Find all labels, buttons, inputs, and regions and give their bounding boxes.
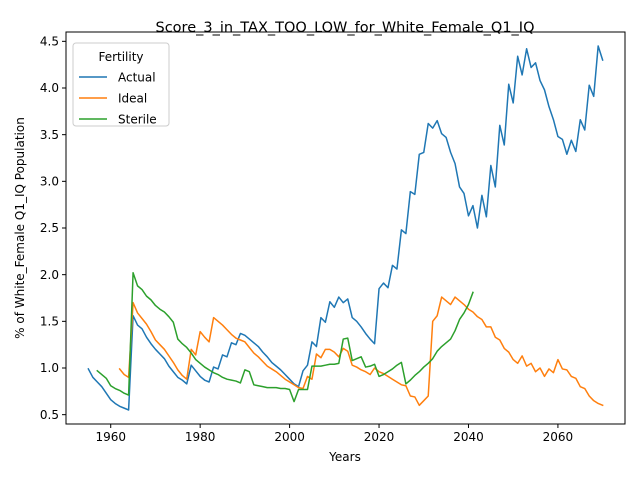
legend-label-ideal: Ideal [118,91,147,105]
y-axis-label: % of White_Female Q1_IQ Population [13,117,27,339]
x-tick-label: 2060 [543,430,574,444]
chart-title: Score_3_in_TAX_TOO_LOW_for_White_Female_… [156,20,535,36]
y-tick-label: 2.5 [40,221,59,235]
x-tick-label: 2040 [453,430,484,444]
series-line-sterile [96,272,474,403]
y-axis: 0.5 1.0 1.5 2.0 2.5 3.0 3.5 4.0 4.5 [40,35,66,422]
y-tick-label: 1.0 [40,361,59,375]
y-tick-label: 0.5 [40,408,59,422]
x-axis: 1960 1980 2000 2020 2040 2060 [95,424,573,444]
y-tick-label: 3.5 [40,128,59,142]
y-tick-label: 1.5 [40,315,59,329]
x-axis-label: Years [328,450,361,464]
legend-label-actual: Actual [118,70,156,84]
legend-label-sterile: Sterile [118,112,157,126]
legend-title: Fertility [98,50,143,64]
y-tick-label: 3.0 [40,175,59,189]
x-tick-label: 1960 [95,430,126,444]
x-tick-label: 2020 [364,430,395,444]
x-tick-label: 2000 [274,430,305,444]
x-tick-label: 1980 [185,430,216,444]
y-tick-label: 4.0 [40,81,59,95]
legend-box [72,42,170,127]
y-tick-label: 2.0 [40,268,59,282]
legend: Fertility Actual Ideal Sterile [72,42,170,127]
series-layer [87,45,604,411]
series-line-actual [87,45,604,411]
y-tick-label: 4.5 [40,35,59,49]
series-line-ideal [118,296,604,407]
